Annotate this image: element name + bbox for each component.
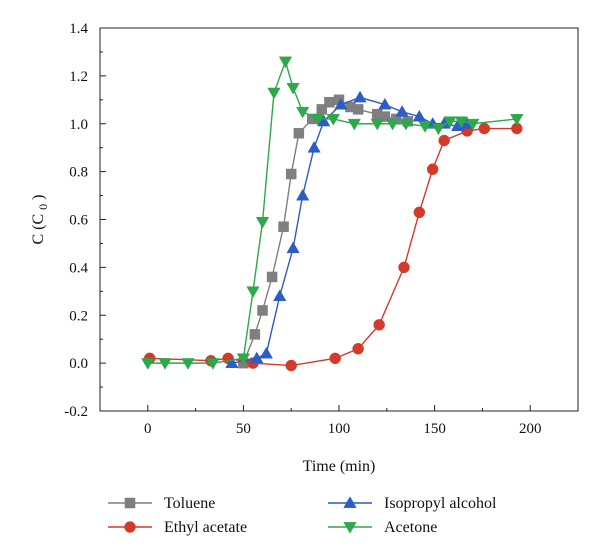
data-point-ethyl-acetate: [438, 134, 450, 147]
series-isopropyl-alcohol: [225, 90, 474, 369]
data-point-toluene: [257, 305, 268, 316]
data-point-ethyl-acetate: [285, 359, 297, 372]
data-point-acetone: [278, 56, 293, 69]
legend-marker-ethyl-acetate: [124, 521, 136, 533]
data-point-acetone: [246, 286, 260, 299]
y-axis-label-main: C (C: [30, 214, 47, 245]
legend-item-acetone: Acetone: [328, 519, 437, 536]
data-point-acetone: [399, 118, 413, 131]
data-point-isopropyl-alcohol: [296, 188, 310, 201]
data-point-toluene: [285, 168, 297, 180]
data-point-ethyl-acetate: [373, 319, 385, 331]
data-point-ethyl-acetate: [478, 122, 491, 135]
data-point-acetone: [311, 114, 325, 126]
data-point-acetone: [385, 118, 400, 131]
x-tick-label: 200: [519, 421, 542, 437]
plot-frame-layer: [99, 27, 579, 412]
data-point-acetone: [236, 353, 251, 366]
data-point-acetone: [418, 121, 432, 133]
y-axis-label-subscript: 0: [36, 204, 50, 210]
legend-label-acetone: Acetone: [384, 519, 437, 536]
series-line-isopropyl-alcohol: [231, 96, 468, 364]
series-ethyl-acetate: [143, 122, 523, 372]
data-point-acetone: [267, 87, 281, 100]
data-point-isopropyl-alcohol: [353, 90, 367, 103]
y-tick-label: 1.4: [69, 21, 88, 37]
data-point-acetone: [158, 358, 172, 370]
series-layer: [141, 56, 524, 372]
data-point-acetone: [181, 358, 195, 370]
data-point-ethyl-acetate: [352, 343, 364, 355]
data-point-acetone: [370, 118, 384, 131]
y-tick-label: 1.0: [69, 117, 88, 133]
series-acetone: [141, 56, 524, 370]
data-point-acetone: [510, 114, 524, 126]
legend-marker-acetone: [343, 522, 357, 534]
x-axis-label: Time (min): [303, 458, 376, 475]
data-point-ethyl-acetate: [413, 206, 426, 219]
ticks-layer: 0 50 100 150 200 -0.2 0.0 0.2 0.4 0.6 0.8 1.0 1.2 1.4: [64, 21, 541, 437]
y-axis-label: C (C 0 ): [30, 195, 51, 245]
data-point-toluene: [293, 128, 305, 139]
legend-marker-isopropyl-alcohol: [343, 496, 357, 508]
y-tick-label: 0.2: [69, 308, 88, 324]
legend-label-isopropyl-alcohol: Isopropyl alcohol: [384, 495, 497, 512]
data-point-acetone: [454, 116, 468, 129]
data-point-toluene: [352, 104, 364, 115]
legend: Toluene Isopropyl alcohol Ethyl acetate Ace…: [108, 495, 497, 536]
data-point-toluene: [278, 221, 289, 232]
data-point-isopropyl-alcohol: [412, 109, 426, 122]
data-point-acetone: [326, 114, 340, 126]
data-point-isopropyl-alcohol: [273, 289, 287, 301]
series-toluene: [238, 94, 414, 369]
legend-item-toluene: Toluene: [108, 495, 215, 512]
x-tick-label: 0: [144, 421, 152, 437]
x-tick-label: 100: [328, 421, 351, 437]
legend-label-toluene: Toluene: [164, 495, 215, 512]
series-line-ethyl-acetate: [149, 127, 517, 367]
data-point-acetone: [347, 118, 361, 131]
data-point-ethyl-acetate: [398, 261, 410, 274]
x-tick-label: 50: [236, 421, 251, 437]
data-point-isopropyl-alcohol: [250, 351, 264, 364]
data-point-isopropyl-alcohol: [286, 241, 300, 254]
y-tick-label: 0.0: [69, 356, 88, 372]
y-tick-label: 1.2: [69, 69, 88, 85]
y-tick-label: -0.2: [64, 404, 88, 420]
data-point-acetone: [466, 118, 480, 131]
data-point-isopropyl-alcohol: [378, 97, 392, 110]
data-point-isopropyl-alcohol: [225, 356, 239, 369]
data-point-isopropyl-alcohol: [395, 105, 409, 117]
data-point-toluene: [379, 111, 391, 122]
data-point-acetone: [296, 106, 310, 119]
data-point-isopropyl-alcohol: [307, 140, 321, 153]
plot-frame: [99, 27, 579, 412]
y-axis-label-suffix: ): [30, 195, 47, 200]
y-tick-label: 0.8: [69, 165, 88, 181]
data-point-ethyl-acetate: [426, 163, 439, 175]
data-point-isopropyl-alcohol: [259, 346, 273, 359]
data-point-isopropyl-alcohol: [334, 97, 348, 110]
data-point-acetone: [431, 123, 446, 136]
legend-item-ethyl-acetate: Ethyl acetate: [108, 519, 247, 536]
legend-marker-toluene: [124, 497, 136, 509]
y-tick-label: 0.6: [69, 213, 88, 229]
data-point-acetone: [206, 358, 220, 370]
labels-layer: Time (min) C (C 0 ): [30, 195, 375, 476]
y-tick-label: 0.4: [69, 260, 88, 276]
data-point-toluene: [249, 329, 261, 340]
data-point-ethyl-acetate: [329, 352, 341, 365]
data-point-acetone: [443, 116, 457, 129]
data-point-acetone: [141, 358, 155, 370]
x-tick-label: 150: [423, 421, 446, 437]
data-point-toluene: [324, 96, 335, 108]
data-point-acetone: [255, 216, 270, 229]
data-point-toluene: [266, 271, 278, 283]
legend-item-isopropyl-alcohol: Isopropyl alcohol: [328, 495, 497, 512]
data-point-acetone: [286, 82, 300, 95]
legend-label-ethyl-acetate: Ethyl acetate: [164, 519, 247, 536]
